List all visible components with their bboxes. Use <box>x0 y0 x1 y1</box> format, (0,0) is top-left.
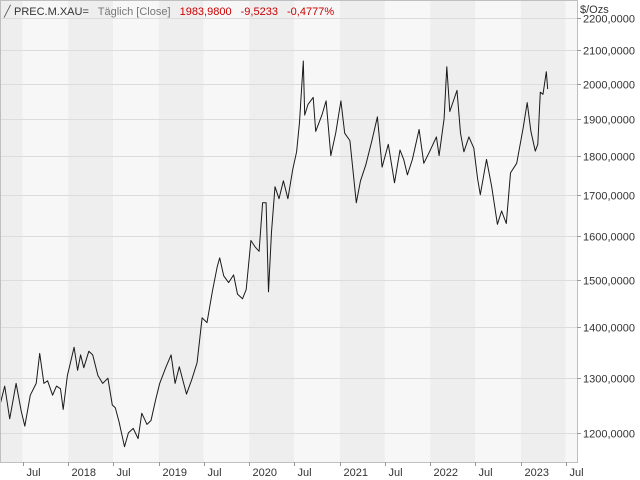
x-tick-label: 2023 <box>525 467 549 479</box>
x-axis: Jul 2018 Jul 2019 Jul 2020 Jul 2021 Jul 2022 Jul 20… <box>23 462 584 479</box>
x-tick-label: Jul <box>208 467 222 479</box>
time-band <box>113 0 159 462</box>
x-tick-label: 2021 <box>344 467 368 479</box>
x-tick-label: 2022 <box>434 467 458 479</box>
time-band <box>430 0 476 462</box>
x-tick-label: 2019 <box>163 467 187 479</box>
x-tick-label: Jul <box>479 467 493 479</box>
y-tick-label: 1300,0000 <box>583 374 635 386</box>
y-tick-label: 2200,0000 <box>583 14 635 26</box>
time-band <box>565 0 577 462</box>
x-tick-label: 2020 <box>253 467 277 479</box>
y-tick-label: 2000,0000 <box>583 80 635 92</box>
time-band <box>520 0 566 462</box>
interval-label: Täglich [Close] <box>98 6 171 18</box>
time-band <box>475 0 521 462</box>
svg-text:PREC.M.XAU= Täglich [Clo: PREC.M.XAU= Täglich [Close] 1983,9800 -9… <box>14 6 334 18</box>
x-tick-label: Jul <box>298 467 312 479</box>
last-price: 1983,9800 <box>180 6 232 18</box>
chart-header: ╱ PREC.M.XAU= Täglich [Close] 1983,9800 … <box>3 4 334 18</box>
x-tick-label: Jul <box>117 467 131 479</box>
horizontal-gridlines <box>0 18 577 434</box>
y-tick-label: 1500,0000 <box>583 276 635 288</box>
y-tick-label: 1200,0000 <box>583 429 635 441</box>
time-band <box>68 0 114 462</box>
instrument-symbol: PREC.M.XAU= <box>14 6 89 18</box>
y-axis: 1200,0000 1300,0000 1400,0000 1500,0000 1600… <box>577 14 635 441</box>
plot-frame <box>0 0 578 463</box>
price-line <box>0 60 549 448</box>
time-band <box>158 0 204 462</box>
time-band <box>203 0 250 462</box>
y-tick-label: 2100,0000 <box>583 46 635 58</box>
price-change: -9,5233 <box>241 6 278 18</box>
line-chart-icon: ╱ <box>3 4 12 18</box>
x-tick-label: Jul <box>27 467 41 479</box>
unit-label: $/Ozs <box>580 4 609 16</box>
time-bands <box>0 0 577 462</box>
time-band <box>384 0 431 462</box>
y-tick-label: 1800,0000 <box>583 152 635 164</box>
time-band <box>22 0 69 462</box>
time-band <box>339 0 385 462</box>
x-tick-label: Jul <box>389 467 403 479</box>
y-tick-label: 1700,0000 <box>583 191 635 203</box>
x-tick-label: 2018 <box>72 467 96 479</box>
x-tick-label: Jul <box>570 467 584 479</box>
y-tick-label: 1900,0000 <box>583 115 635 127</box>
y-tick-label: 1600,0000 <box>583 232 635 244</box>
time-band <box>0 0 23 462</box>
price-change-percent: -0,4777% <box>287 6 334 18</box>
time-band <box>294 0 340 462</box>
y-tick-label: 1400,0000 <box>583 323 635 335</box>
